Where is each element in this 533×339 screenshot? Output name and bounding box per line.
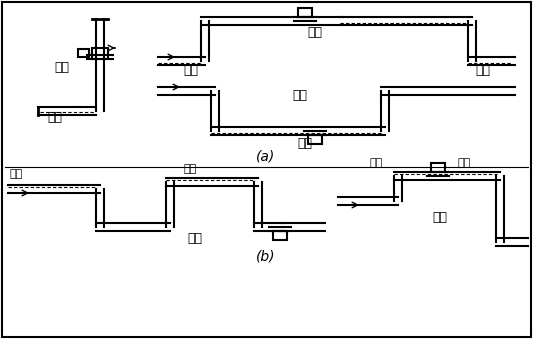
Bar <box>273 231 287 240</box>
Text: (a): (a) <box>256 150 276 164</box>
Text: 气泡: 气泡 <box>10 169 23 179</box>
Bar <box>298 8 312 17</box>
Text: 正确: 正确 <box>188 232 203 245</box>
Text: (b): (b) <box>256 250 276 264</box>
Bar <box>92 48 108 59</box>
Text: 气泡: 气泡 <box>370 158 383 168</box>
Bar <box>308 135 322 144</box>
Text: 液体: 液体 <box>297 137 312 150</box>
Text: 气泡: 气泡 <box>183 164 197 174</box>
Text: 错误: 错误 <box>293 89 308 102</box>
Text: 错误: 错误 <box>432 211 448 224</box>
Bar <box>78 49 89 57</box>
Bar <box>431 163 445 172</box>
Text: 正确: 正确 <box>308 26 322 39</box>
Text: 正确: 正确 <box>54 61 69 74</box>
Text: 气泡: 气泡 <box>458 158 471 168</box>
Text: 液体: 液体 <box>183 64 198 77</box>
Text: 液体: 液体 <box>47 111 62 124</box>
Text: 液体: 液体 <box>475 64 490 77</box>
